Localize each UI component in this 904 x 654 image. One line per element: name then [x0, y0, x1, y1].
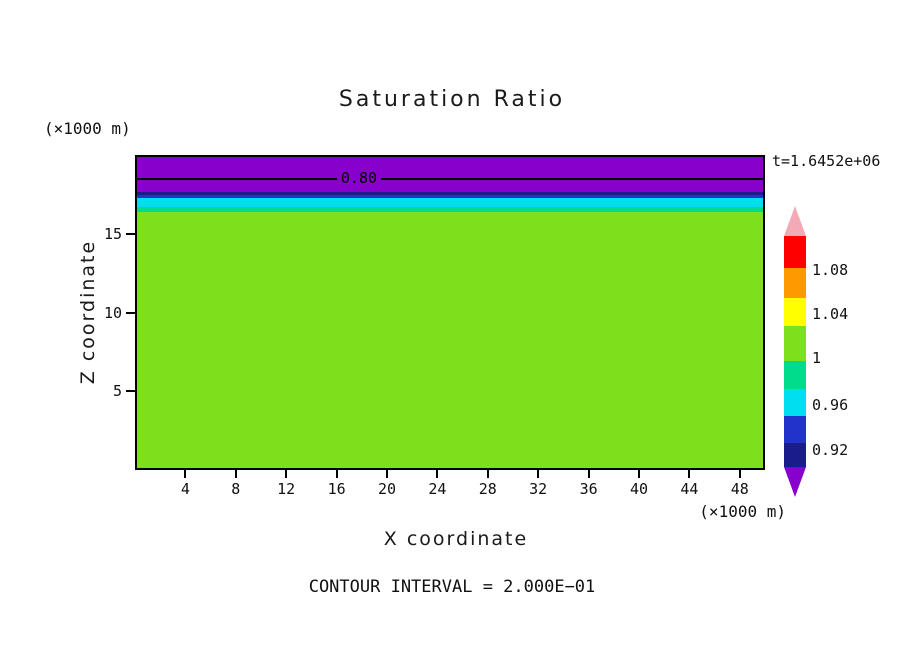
x-tick-mark [738, 470, 741, 478]
x-tick-label: 40 [629, 480, 649, 498]
colorbar-segment-4 [784, 361, 806, 389]
z-axis-unit-label: (×1000 m) [44, 119, 131, 138]
x-tick-mark [486, 470, 489, 478]
colorbar-segment-3 [784, 326, 806, 361]
x-tick-label: 4 [180, 480, 190, 498]
contour-band-3 [137, 198, 763, 208]
x-tick-label: 32 [529, 480, 548, 498]
x-tick-label: 8 [231, 480, 241, 498]
colorbar-label: 0.96 [812, 396, 849, 415]
contour-band-5 [137, 212, 763, 468]
x-tick-label: 24 [428, 480, 447, 498]
colorbar-segment-0 [784, 236, 806, 268]
colorbar-segment-6 [784, 416, 806, 443]
colorbar-label: 1 [812, 349, 822, 367]
colorbar-top-arrow-icon [784, 206, 806, 236]
x-tick-label: 16 [327, 480, 346, 498]
colorbar-segment-5 [784, 389, 806, 416]
contour-band-4 [137, 207, 763, 213]
colorbar-label: 1.04 [812, 305, 849, 324]
x-axis-title: X coordinate [383, 528, 529, 550]
colorbar-segment-7 [784, 443, 806, 467]
colorbar-segment-2 [784, 298, 806, 326]
contour-band-0 [137, 157, 763, 192]
contour-interval-label: CONTOUR INTERVAL = 2.000E−01 [308, 577, 596, 597]
z-tick-label: 5 [112, 382, 122, 401]
colorbar [784, 206, 806, 497]
contour-band-2 [137, 194, 763, 198]
contour-band-1 [137, 191, 763, 195]
x-tick-mark [436, 470, 439, 478]
contour-label: 0.80 [336, 170, 382, 188]
colorbar-label: 1.08 [812, 261, 849, 279]
x-tick-label: 48 [730, 480, 749, 498]
contour-line-0-80 [137, 178, 763, 181]
z-tick-mark [126, 390, 135, 393]
x-tick-mark [386, 470, 388, 478]
z-tick-mark [126, 311, 135, 314]
colorbar-segment-1 [784, 268, 806, 298]
x-axis-unit-label: (×1000 m) [699, 502, 786, 521]
x-tick-mark [184, 470, 187, 478]
time-label: t=1.6452e+06 [772, 152, 881, 170]
x-tick-mark [537, 470, 540, 478]
z-tick-label: 10 [103, 303, 122, 322]
x-tick-label: 28 [478, 480, 497, 498]
x-tick-label: 20 [377, 480, 397, 498]
plot-area: 0.80 [135, 155, 765, 470]
z-tick-label: 15 [103, 224, 122, 243]
x-tick-mark [688, 470, 691, 478]
x-tick-mark [285, 470, 288, 478]
x-tick-label: 12 [277, 480, 296, 498]
colorbar-bottom-arrow-icon [784, 467, 806, 497]
x-tick-mark [638, 470, 640, 478]
x-tick-label: 36 [579, 480, 598, 498]
x-tick-mark [234, 470, 237, 478]
chart-title: Saturation Ratio [338, 87, 566, 112]
x-tick-label: 44 [680, 480, 699, 498]
colorbar-label: 0.92 [812, 440, 849, 459]
x-tick-mark [335, 470, 338, 478]
x-tick-mark [587, 470, 590, 478]
z-tick-mark [126, 232, 135, 235]
